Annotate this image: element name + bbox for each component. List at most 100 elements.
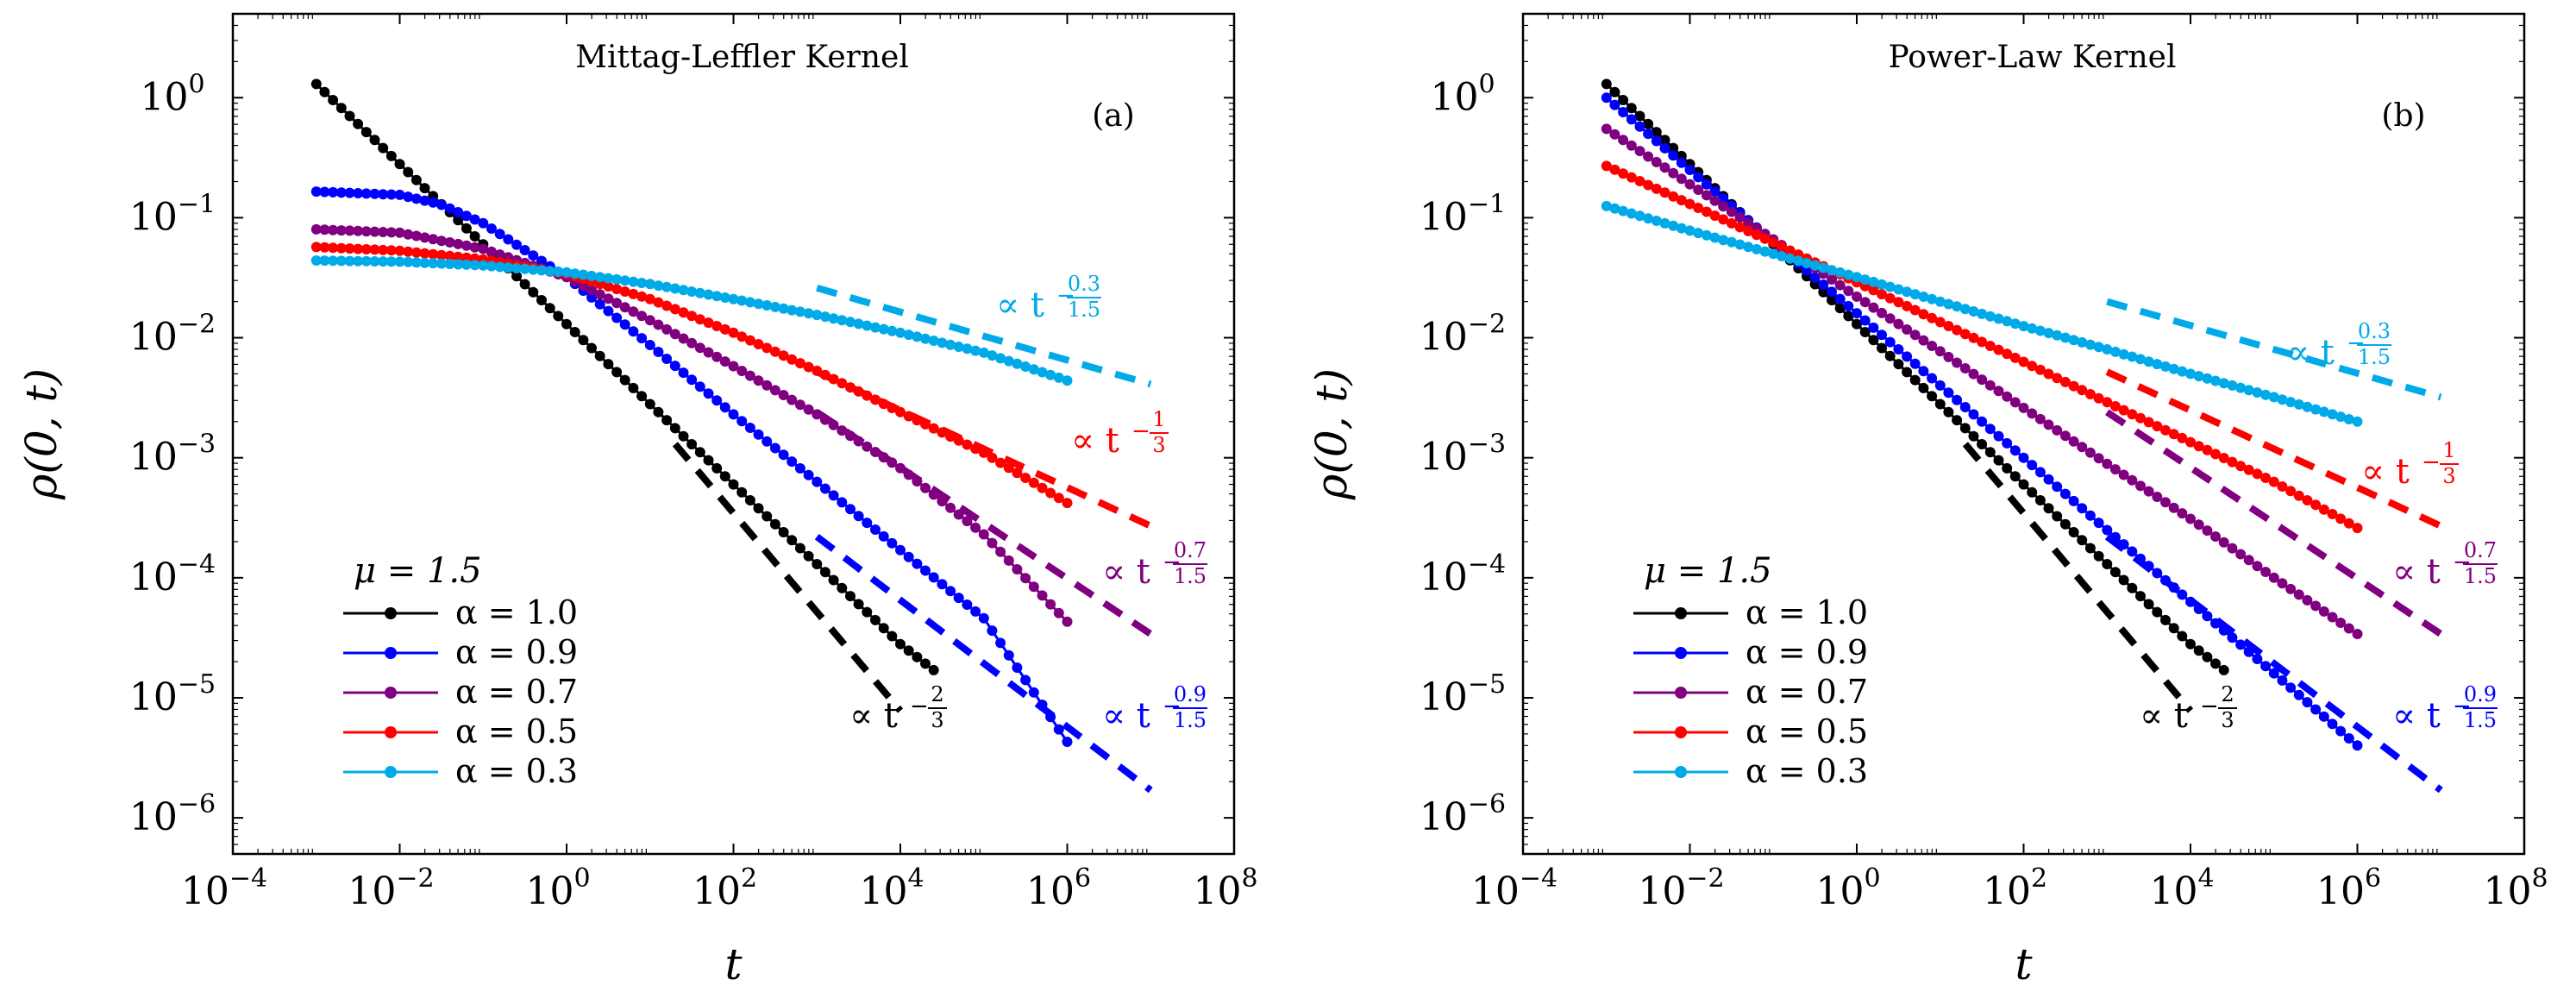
data-point	[2059, 430, 2071, 442]
data-point	[1984, 380, 1996, 391]
data-point	[853, 386, 864, 397]
data-point	[2093, 392, 2104, 404]
data-point	[2268, 392, 2279, 403]
data-point	[995, 457, 1006, 468]
data-point	[603, 281, 614, 292]
data-point	[1726, 217, 1737, 229]
data-point	[394, 159, 405, 170]
data-point	[2059, 518, 2071, 530]
data-point	[2318, 606, 2329, 617]
data-point	[719, 471, 730, 482]
data-point	[644, 340, 655, 350]
data-point	[2310, 499, 2322, 511]
data-point	[1003, 555, 1014, 566]
data-point	[1934, 317, 1946, 328]
data-point	[870, 394, 881, 405]
data-point	[711, 321, 723, 331]
data-point	[2260, 473, 2272, 483]
data-point	[1918, 382, 1929, 393]
chart-panel-power-law: 10−4 10−2 100 102 104 106 108 10−6 10−5 10−4 10−3 1…	[1307, 12, 2548, 989]
data-point	[744, 297, 755, 308]
data-point	[594, 298, 605, 310]
y-tick-label: 10−3	[129, 430, 216, 480]
data-point	[1643, 213, 1654, 224]
data-point	[1045, 369, 1056, 380]
data-point	[945, 431, 956, 443]
data-point	[1952, 415, 1963, 426]
data-point	[728, 327, 739, 338]
data-point	[369, 188, 380, 199]
legend-item-0-3: α = 0.3	[1633, 752, 1868, 790]
data-point	[853, 511, 864, 522]
legend-item-1-0: α = 1.0	[343, 593, 578, 631]
data-point	[2302, 594, 2313, 606]
legend-item-0-3: α = 0.3	[343, 752, 578, 790]
data-point	[619, 286, 630, 297]
data-point	[2218, 453, 2229, 463]
data-point	[903, 330, 914, 341]
x-tick-label: 100	[525, 863, 590, 913]
data-point	[1045, 599, 1056, 610]
data-point	[411, 247, 422, 258]
data-point	[628, 288, 639, 299]
data-point	[937, 579, 948, 590]
data-point	[744, 335, 755, 346]
data-point	[1709, 195, 1720, 206]
data-point	[1859, 315, 1871, 326]
data-point	[1601, 200, 1612, 211]
data-point	[970, 345, 981, 356]
data-point	[1693, 185, 1704, 195]
data-point	[544, 303, 555, 314]
data-point	[686, 439, 698, 449]
data-point	[845, 591, 856, 602]
data-point	[2034, 413, 2046, 424]
data-point	[2009, 445, 2021, 456]
data-point	[1609, 86, 1620, 97]
data-point	[2277, 481, 2288, 492]
series-0-3	[1601, 200, 2363, 427]
data-point	[744, 423, 755, 433]
legend-item-0-5: α = 0.5	[343, 712, 578, 750]
data-point	[1693, 228, 1704, 239]
data-point	[728, 479, 739, 490]
chart-title: Power-Law Kernel	[1888, 40, 2176, 75]
data-point	[360, 188, 372, 199]
data-point	[2068, 436, 2079, 447]
data-point	[611, 298, 623, 309]
asymptote-label: ∝ t −13	[2361, 438, 2459, 492]
data-point	[353, 255, 364, 267]
data-point	[1676, 223, 1687, 234]
data-point	[1601, 78, 1612, 90]
data-point	[1984, 447, 1996, 458]
y-tick-label: 10−2	[129, 310, 216, 360]
data-point	[2093, 550, 2104, 562]
data-point	[1893, 284, 1904, 295]
data-point	[1893, 359, 1904, 370]
data-point	[335, 187, 347, 198]
series-0-3	[310, 255, 1073, 386]
data-point	[1020, 573, 1031, 584]
data-point	[2352, 416, 2363, 427]
data-point	[2185, 638, 2196, 650]
data-point	[978, 612, 989, 624]
data-point	[2177, 589, 2188, 600]
data-point	[378, 142, 389, 154]
asymptote-line	[2105, 368, 2442, 530]
data-point	[586, 292, 597, 303]
chart-title: Mittag-Leffler Kernel	[575, 40, 909, 75]
data-point	[2034, 495, 2046, 505]
data-point	[561, 267, 572, 278]
data-point	[669, 283, 680, 294]
data-point	[753, 375, 764, 386]
data-point	[862, 320, 873, 331]
data-point	[2268, 668, 2279, 679]
data-point	[1768, 248, 1779, 260]
data-point	[2210, 658, 2221, 669]
data-point	[1634, 146, 1645, 157]
data-point	[1877, 307, 1887, 318]
data-point	[2285, 486, 2297, 497]
data-point	[1701, 206, 1712, 217]
data-point	[2193, 441, 2204, 452]
data-point	[2293, 689, 2304, 700]
data-point	[787, 394, 798, 405]
